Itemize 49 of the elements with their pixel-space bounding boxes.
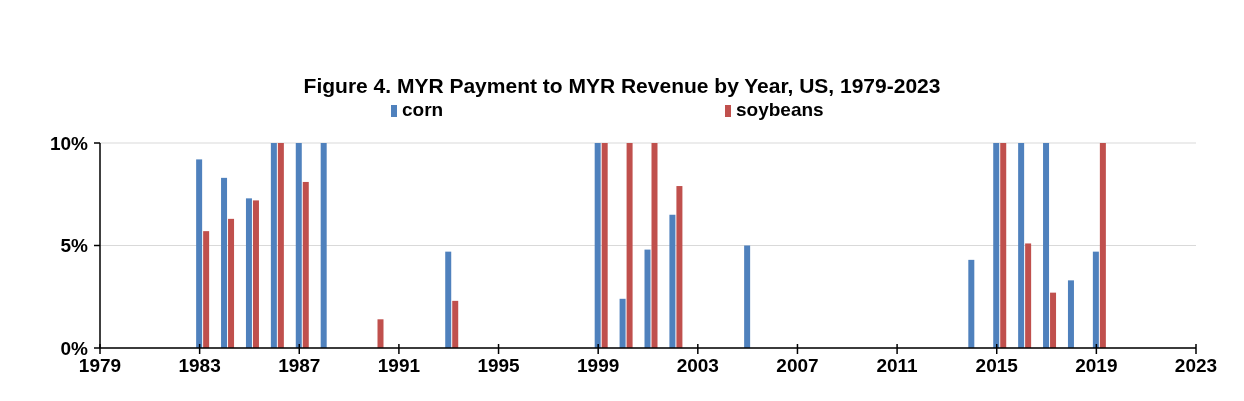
chart-title: Figure 4. MYR Payment to MYR Revenue by Year, US, 1979-2023 (303, 74, 941, 97)
bar (651, 143, 658, 348)
x-tick-label: 1987 (278, 355, 321, 376)
bar (968, 259, 975, 348)
bar (295, 143, 302, 348)
bar (619, 298, 626, 348)
x-tick-label: 1991 (377, 355, 421, 376)
bar (1043, 143, 1050, 348)
bar (377, 319, 384, 348)
x-tick-label: 1983 (178, 355, 221, 376)
bar (744, 245, 751, 348)
bar (302, 181, 309, 348)
bar (445, 251, 452, 348)
bar (1099, 143, 1106, 348)
bar (1025, 243, 1032, 348)
bar (669, 214, 676, 348)
bar (252, 200, 259, 348)
x-tick-label: 2007 (776, 355, 819, 376)
bar (221, 177, 228, 348)
bar (1067, 280, 1074, 348)
bar (1000, 143, 1007, 348)
bar (452, 300, 459, 348)
x-tick-label: 2023 (1174, 355, 1218, 376)
bar (270, 143, 277, 348)
legend-label: corn (402, 99, 444, 120)
bar (203, 231, 210, 348)
bar (644, 249, 651, 348)
x-tick-label: 2019 (1075, 355, 1118, 376)
bar (277, 143, 284, 348)
bar (196, 159, 203, 348)
x-tick-label: 1999 (577, 355, 620, 376)
bar (1050, 292, 1057, 348)
bar (993, 143, 1000, 348)
bar (594, 143, 601, 348)
bar (1092, 251, 1099, 348)
bar (228, 218, 235, 348)
x-tick-label: 2015 (975, 355, 1019, 376)
bar (676, 186, 683, 348)
x-tick-label: 1995 (477, 355, 521, 376)
bar (1018, 143, 1025, 348)
legend-label: soybeans (736, 99, 824, 120)
x-tick-label: 2003 (676, 355, 719, 376)
y-tick-label: 10% (49, 132, 89, 154)
bar (601, 143, 608, 348)
y-tick-label: 5% (60, 235, 89, 257)
bar (626, 143, 633, 348)
bar (245, 198, 252, 348)
bar (320, 143, 327, 348)
x-tick-label: 2011 (876, 355, 919, 376)
